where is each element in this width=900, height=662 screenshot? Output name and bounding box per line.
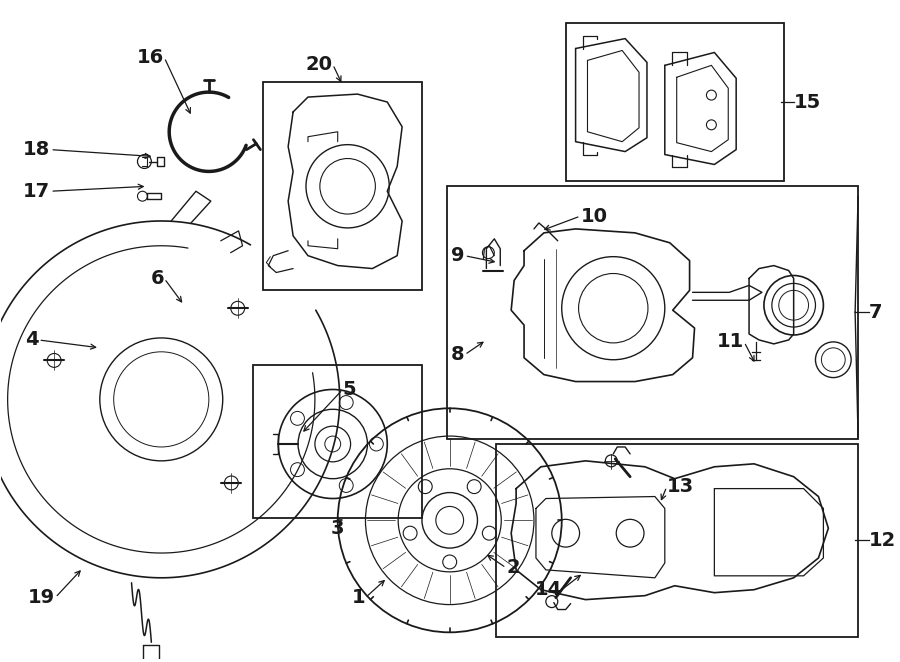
- Text: 15: 15: [794, 93, 821, 111]
- Text: 11: 11: [717, 332, 744, 352]
- Text: 6: 6: [150, 269, 164, 288]
- Bar: [264, 82, 422, 291]
- Text: 12: 12: [869, 531, 896, 549]
- Text: 20: 20: [306, 55, 333, 74]
- Text: 5: 5: [343, 380, 356, 399]
- Text: 9: 9: [451, 246, 464, 265]
- Text: 7: 7: [869, 303, 883, 322]
- Text: 10: 10: [580, 207, 608, 226]
- Text: 18: 18: [23, 140, 50, 159]
- Bar: [496, 444, 858, 638]
- Text: 3: 3: [331, 519, 345, 538]
- Text: 2: 2: [506, 559, 520, 577]
- Text: 14: 14: [535, 580, 562, 599]
- Bar: [566, 23, 784, 181]
- Text: 16: 16: [137, 48, 164, 67]
- Text: 8: 8: [451, 346, 464, 364]
- Bar: [254, 365, 422, 518]
- Text: 1: 1: [352, 588, 365, 607]
- Text: 13: 13: [667, 477, 694, 496]
- Text: 19: 19: [28, 588, 55, 607]
- Text: 17: 17: [23, 182, 50, 201]
- Bar: [446, 186, 858, 439]
- Text: 4: 4: [24, 330, 39, 350]
